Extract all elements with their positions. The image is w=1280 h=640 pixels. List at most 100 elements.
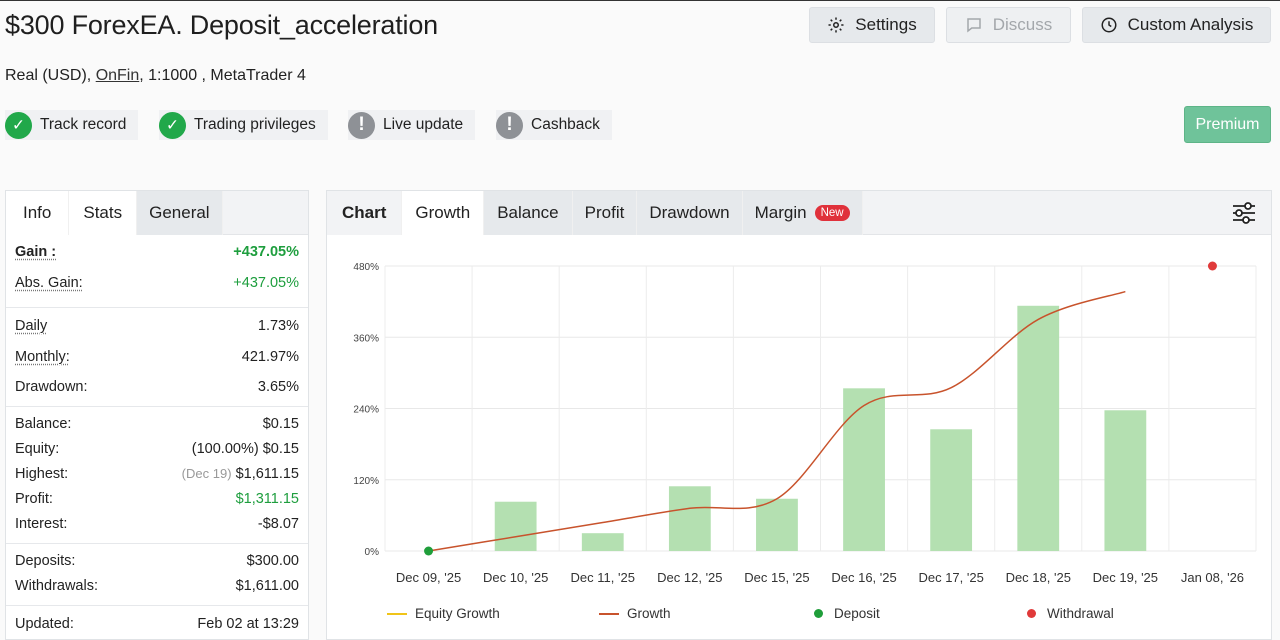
highest-value: $1,611.15	[235, 466, 299, 482]
deposits-label: Deposits:	[15, 553, 76, 569]
discuss-label: Discuss	[992, 15, 1053, 34]
legend-equity-growth[interactable]: Equity Growth	[387, 606, 500, 621]
withdrawal-dot	[1027, 609, 1036, 618]
x-tick-label: Dec 19, '25	[1093, 570, 1158, 585]
profit-label: Profit:	[15, 491, 53, 507]
highest-label: Highest:	[15, 466, 69, 482]
withdrawals-label: Withdrawals:	[15, 578, 98, 594]
legend-label: Withdrawal	[1047, 606, 1114, 621]
top-border	[0, 0, 1280, 1]
balance-label: Balance:	[15, 416, 72, 432]
badge-live-update[interactable]: ! Live update	[348, 110, 476, 140]
check-icon: ✓	[159, 111, 186, 139]
equity-label: Equity:	[15, 441, 60, 457]
abs-gain-value: +437.05%	[233, 275, 299, 291]
chart-tabs: Chart Growth Balance Profit Drawdown Mar…	[327, 191, 863, 235]
x-tick-label: Dec 17, '25	[918, 570, 983, 585]
balance-value: $0.15	[262, 416, 299, 432]
x-tick-label: Jan 08, '26	[1181, 570, 1244, 585]
growth-line-swatch	[599, 612, 619, 615]
growth-bar	[930, 429, 973, 551]
growth-bar	[494, 501, 537, 551]
x-tick-label: Dec 12, '25	[657, 570, 722, 585]
equity-line-swatch	[387, 612, 407, 615]
tab-profit[interactable]: Profit	[572, 191, 638, 235]
tab-drawdown[interactable]: Drawdown	[637, 191, 743, 235]
page-title: $300 ForexEA. Deposit_acceleration	[5, 10, 438, 40]
daily-row: Daily 1.73%	[15, 318, 299, 334]
x-tick-label: Dec 18, '25	[1006, 570, 1071, 585]
interest-value: -$8.07	[257, 516, 299, 532]
abs-gain-row: Abs. Gain: +437.05%	[15, 275, 299, 291]
x-tick-label: Dec 16, '25	[831, 570, 896, 585]
monthly-label: Monthly:	[15, 349, 70, 365]
updated-row: Updated: Feb 02 at 13:29	[15, 616, 299, 632]
gain-label: Gain :	[15, 244, 57, 260]
daily-value: 1.73%	[257, 318, 299, 334]
account-type: Real (USD),	[5, 67, 92, 84]
x-tick-label: Dec 15, '25	[744, 570, 809, 585]
divider	[6, 543, 308, 544]
profit-row: Profit: $1,311.15	[15, 491, 299, 507]
settings-label: Settings	[855, 15, 917, 34]
tab-chart[interactable]: Chart	[327, 191, 403, 235]
y-tick-label: 240%	[353, 405, 379, 416]
equity-percent: (100.00%)	[191, 441, 259, 457]
growth-bar	[756, 498, 798, 551]
drawdown-row: Drawdown: 3.65%	[15, 379, 299, 395]
gear-icon	[828, 17, 844, 33]
highest-row: Highest: (Dec 19) $1,611.15	[15, 466, 299, 482]
custom-analysis-button[interactable]: Custom Analysis	[1082, 7, 1271, 43]
tab-balance[interactable]: Balance	[484, 191, 573, 235]
legend-growth[interactable]: Growth	[599, 606, 671, 621]
legend-label: Equity Growth	[415, 606, 500, 621]
badge-label: Cashback	[531, 116, 600, 133]
tab-growth[interactable]: Growth	[402, 191, 485, 235]
legend-label: Growth	[627, 606, 671, 621]
legend-withdrawal[interactable]: Withdrawal	[1027, 606, 1114, 621]
clock-icon	[1101, 17, 1117, 33]
tab-stats[interactable]: Stats	[69, 191, 138, 235]
updated-value: Feb 02 at 13:29	[197, 616, 299, 632]
premium-button[interactable]: Premium	[1184, 106, 1271, 143]
divider	[6, 406, 308, 407]
exclamation-icon: !	[348, 111, 375, 139]
abs-gain-label: Abs. Gain:	[15, 275, 83, 291]
chart-panel: Chart Growth Balance Profit Drawdown Mar…	[326, 190, 1272, 640]
y-tick-label: 120%	[353, 476, 379, 487]
badge-trading-privileges[interactable]: ✓ Trading privileges	[159, 110, 328, 140]
monthly-row: Monthly: 421.97%	[15, 349, 299, 365]
legend-deposit[interactable]: Deposit	[814, 606, 880, 621]
divider	[6, 605, 308, 606]
balance-row: Balance: $0.15	[15, 416, 299, 432]
gain-row: Gain : +437.05%	[15, 244, 299, 260]
updated-label: Updated:	[15, 616, 74, 632]
x-tick-label: Dec 09, '25	[396, 570, 461, 585]
gain-value: +437.05%	[233, 244, 299, 260]
interest-label: Interest:	[15, 516, 68, 532]
badge-cashback[interactable]: ! Cashback	[496, 110, 612, 140]
tab-general[interactable]: General	[137, 191, 223, 235]
custom-analysis-label: Custom Analysis	[1127, 15, 1254, 34]
monthly-value: 421.97%	[241, 349, 299, 365]
tab-margin[interactable]: Margin New	[742, 191, 863, 235]
y-tick-label: 360%	[353, 333, 379, 344]
account-info: Real (USD), OnFin, 1:1000 , MetaTrader 4	[5, 67, 306, 85]
badge-label: Trading privileges	[194, 116, 316, 133]
deposit-point	[424, 546, 434, 556]
exclamation-icon: !	[496, 111, 523, 139]
deposits-row: Deposits: $300.00	[15, 553, 299, 569]
growth-line	[428, 290, 1126, 552]
stats-panel: Info Stats General Gain : +437.05% Abs. …	[5, 190, 309, 640]
badge-track-record[interactable]: ✓ Track record	[5, 110, 139, 140]
broker-link[interactable]: OnFin	[95, 67, 140, 84]
settings-button[interactable]: Settings	[809, 7, 935, 43]
filter-settings-icon[interactable]	[1231, 201, 1257, 225]
discuss-button[interactable]: Discuss	[946, 7, 1071, 43]
leverage-platform: , 1:1000 , MetaTrader 4	[139, 67, 306, 84]
new-badge: New	[814, 205, 850, 221]
deposit-dot	[814, 609, 823, 618]
deposits-value: $300.00	[246, 553, 299, 569]
tab-info[interactable]: Info	[6, 191, 70, 235]
profit-value: $1,311.15	[235, 491, 299, 507]
